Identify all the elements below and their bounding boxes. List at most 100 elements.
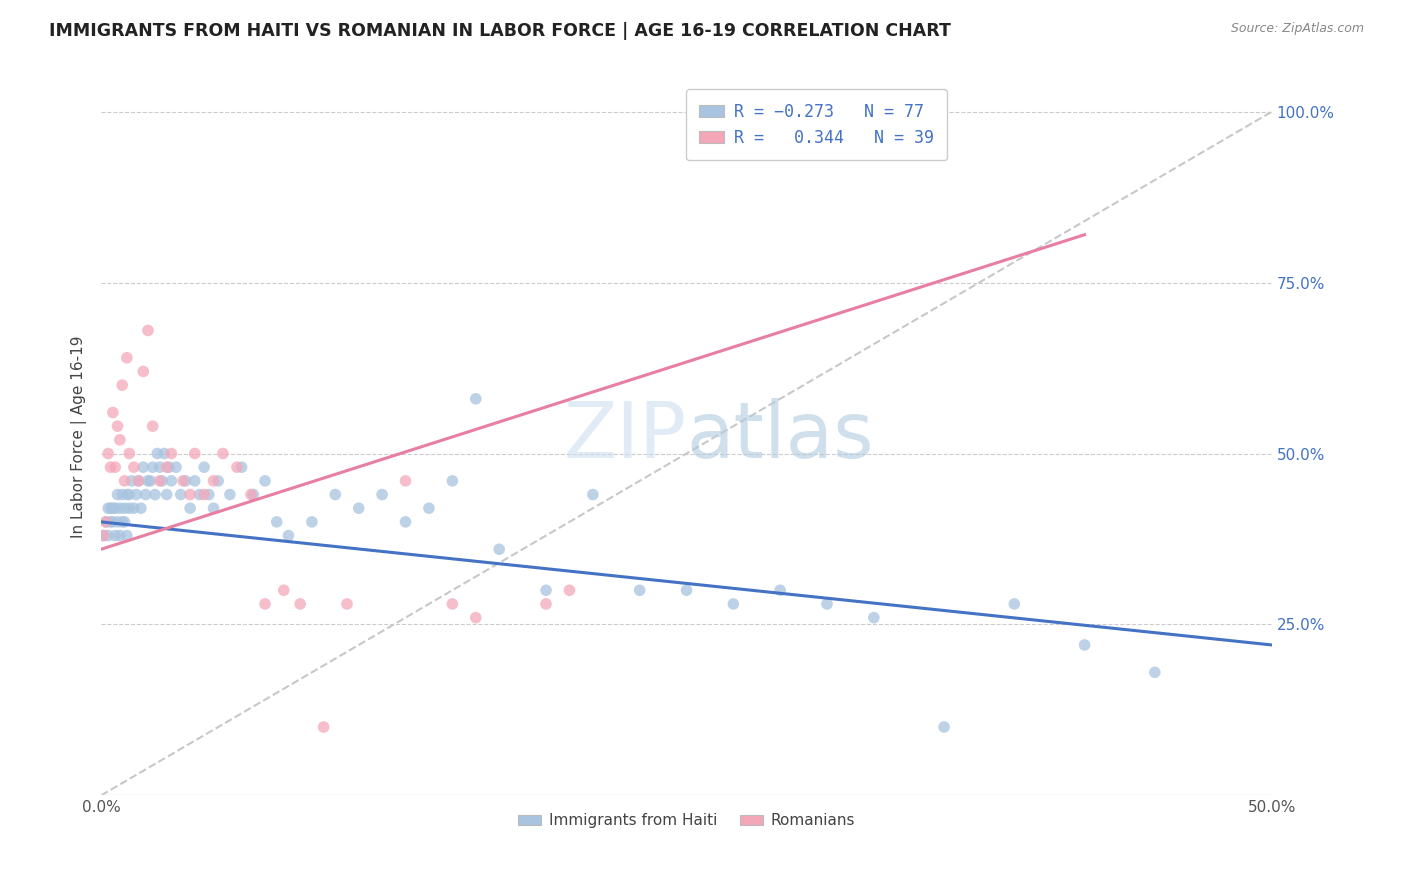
Point <box>135 487 157 501</box>
Point <box>394 515 416 529</box>
Point <box>179 501 201 516</box>
Point <box>142 460 165 475</box>
Point <box>118 501 141 516</box>
Point <box>107 419 129 434</box>
Point <box>157 460 180 475</box>
Point <box>114 515 136 529</box>
Point <box>347 501 370 516</box>
Point <box>418 501 440 516</box>
Point <box>104 460 127 475</box>
Point <box>170 487 193 501</box>
Point <box>108 433 131 447</box>
Point <box>101 405 124 419</box>
Point <box>122 460 145 475</box>
Point <box>146 446 169 460</box>
Point <box>1002 597 1025 611</box>
Point <box>193 460 215 475</box>
Point <box>240 487 263 501</box>
Point <box>111 487 134 501</box>
Point <box>184 474 207 488</box>
Point <box>179 487 201 501</box>
Point <box>115 351 138 365</box>
Point <box>118 446 141 460</box>
Point <box>108 528 131 542</box>
Point <box>108 501 131 516</box>
Text: IMMIGRANTS FROM HAITI VS ROMANIAN IN LABOR FORCE | AGE 16-19 CORRELATION CHART: IMMIGRANTS FROM HAITI VS ROMANIAN IN LAB… <box>49 22 950 40</box>
Point <box>254 474 277 488</box>
Point <box>97 528 120 542</box>
Point <box>115 528 138 542</box>
Point <box>371 487 394 501</box>
Point <box>675 583 697 598</box>
Point <box>125 487 148 501</box>
Point <box>769 583 792 598</box>
Point <box>202 501 225 516</box>
Point <box>301 515 323 529</box>
Point <box>1073 638 1095 652</box>
Point <box>160 474 183 488</box>
Point <box>312 720 335 734</box>
Point <box>136 323 159 337</box>
Point <box>193 487 215 501</box>
Point <box>488 542 510 557</box>
Point <box>910 104 932 119</box>
Point <box>815 597 838 611</box>
Point <box>441 597 464 611</box>
Point <box>165 460 187 475</box>
Point <box>149 474 172 488</box>
Point <box>394 474 416 488</box>
Point <box>94 515 117 529</box>
Point <box>273 583 295 598</box>
Point <box>142 419 165 434</box>
Point <box>288 597 311 611</box>
Point <box>198 487 221 501</box>
Point <box>107 515 129 529</box>
Point <box>122 501 145 516</box>
Point <box>226 460 249 475</box>
Point <box>242 487 264 501</box>
Point <box>129 501 152 516</box>
Point <box>534 583 557 598</box>
Point <box>188 487 211 501</box>
Point <box>100 501 122 516</box>
Point <box>93 528 115 542</box>
Point <box>107 487 129 501</box>
Point <box>136 474 159 488</box>
Point <box>1143 665 1166 680</box>
Point <box>128 474 150 488</box>
Point <box>128 474 150 488</box>
Point <box>156 460 179 475</box>
Point <box>150 474 173 488</box>
Point <box>156 487 179 501</box>
Point <box>277 528 299 542</box>
Point <box>628 583 651 598</box>
Point <box>863 610 886 624</box>
Point <box>212 446 235 460</box>
Point <box>100 515 122 529</box>
Point <box>336 597 359 611</box>
Point <box>174 474 197 488</box>
Point <box>231 460 253 475</box>
Legend: Immigrants from Haiti, Romanians: Immigrants from Haiti, Romanians <box>512 807 860 834</box>
Point <box>219 487 242 501</box>
Point <box>93 528 115 542</box>
Point <box>153 446 176 460</box>
Point <box>266 515 288 529</box>
Point <box>101 515 124 529</box>
Point <box>121 474 143 488</box>
Point <box>323 487 346 501</box>
Point <box>111 378 134 392</box>
Point <box>160 446 183 460</box>
Text: atlas: atlas <box>686 399 875 475</box>
Point <box>101 501 124 516</box>
Point <box>114 501 136 516</box>
Point <box>464 392 486 406</box>
Point <box>464 610 486 624</box>
Point <box>207 474 229 488</box>
Point <box>202 474 225 488</box>
Point <box>723 597 745 611</box>
Point <box>132 364 155 378</box>
Point <box>118 487 141 501</box>
Text: Source: ZipAtlas.com: Source: ZipAtlas.com <box>1230 22 1364 36</box>
Point <box>143 487 166 501</box>
